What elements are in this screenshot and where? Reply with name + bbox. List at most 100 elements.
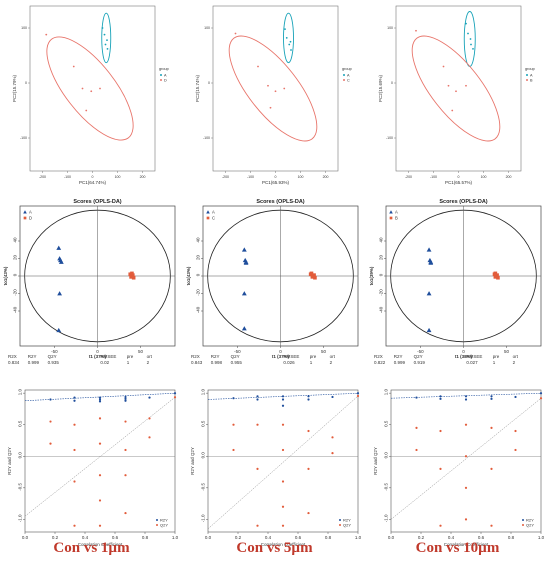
oplsda3-point-B (493, 271, 498, 276)
oplsda2-y-tick-label: 40 (196, 237, 201, 243)
perm3-point-Q2Y (415, 426, 418, 429)
pca3-point-B (442, 65, 445, 68)
oplsda3-x-tick-label: 0 (462, 349, 465, 354)
oplsda1-point-D (131, 275, 136, 280)
perm1-y-axis-label: R2Y and Q2Y (7, 447, 12, 475)
perm1-x-tick-label: 1.0 (172, 535, 179, 540)
oplsda3-x-tick-label: -50 (417, 349, 424, 354)
perm2-point-R2Y (281, 395, 285, 398)
oplsda2-title: Scores (OPLS-DA) (256, 199, 304, 205)
oplsda1-title: Scores (OPLS-DA) (73, 199, 121, 205)
perm2-legend-label-Q2Y: Q2Y (343, 522, 351, 527)
oplsda3-legend-label-A: A (395, 210, 398, 215)
perm1-point-R2Y (73, 399, 76, 402)
pca2-point-C (234, 32, 237, 35)
perm3-y-tick-label: 0.5 (384, 420, 389, 427)
pca1-x-axis-label: PC1(64.74%) (79, 180, 107, 185)
oplsda3-point-A (426, 327, 432, 333)
perm2-point-R2Y (331, 395, 334, 399)
perm3-point-Q2Y (439, 524, 442, 527)
perm2-legend-label-R2Y: R2Y (343, 517, 351, 522)
oplsda3-y-tick-label: -40 (379, 306, 384, 313)
oplsda2-x-tick-label: -50 (234, 349, 241, 354)
perm1-x-axis-label: Correlation Coefficient (78, 542, 123, 547)
pca3-legend-title: group (525, 67, 535, 71)
perm1-point-Q2Y (98, 442, 102, 445)
perm1-point-R2Y (124, 397, 127, 400)
oplsda3-stat-value-Q2Y: 0.919 (414, 360, 426, 365)
perm2-x-tick-label: 1.0 (355, 535, 362, 540)
oplsda2-y-tick-label: -40 (196, 306, 201, 313)
perm1-point-R2Y (124, 399, 127, 402)
perm3-legend-label-R2Y: R2Y (526, 517, 534, 522)
pca2-legend-title: group (342, 67, 352, 71)
perm2-point-Q2Y (281, 524, 285, 527)
perm2-point-Q2Y (281, 423, 285, 426)
perm2-point-R2Y (256, 398, 259, 401)
pca1-y-tick-label: -100 (20, 136, 27, 140)
pca1-legend-title: group (159, 67, 169, 71)
perm3-legend-label-Q2Y: Q2Y (526, 522, 534, 527)
perm3-x-tick-label: 0.0 (388, 535, 395, 540)
perm1-legend-label-R2Y: R2Y (160, 517, 168, 522)
perm3-point-Q2Y (439, 467, 442, 470)
pca3-y-tick-label: 0 (391, 81, 393, 85)
pca1-point-A (103, 33, 106, 36)
perm1-point-R2Y (98, 396, 102, 399)
perm3-point-Q2Y (514, 448, 517, 452)
pca1-legend-label-D: D (164, 78, 167, 82)
perm3-point-Q2Y (464, 455, 468, 458)
oplsda3-y-tick-label: 40 (379, 237, 384, 243)
perm1-point-Q2Y (98, 474, 102, 477)
perm1-point-Q2Y (124, 511, 127, 515)
pca2-plot-frame (212, 5, 339, 172)
perm2-point-R2Y (356, 392, 360, 395)
pca3-point-A (472, 48, 474, 50)
perm1-point-R2Y (148, 396, 151, 399)
oplsda1-legend-marker-D (23, 216, 27, 220)
oplsda3-stat-value-pre: 1 (493, 360, 496, 365)
oplsda2-stat-value-pre: 1 (310, 360, 313, 365)
pca1-point-A (106, 48, 109, 50)
perm1-point-Q2Y (73, 524, 76, 527)
pca3-x-tick-label: 100 (481, 175, 487, 179)
perm1-legend-label-Q2Y: Q2Y (160, 522, 168, 527)
perm3-point-R2Y (439, 395, 442, 398)
pca3-x-tick-label: -100 (430, 175, 437, 179)
perm3-point-Q2Y (464, 423, 468, 426)
oplsda2-y-axis-label: to1(43%) (186, 266, 191, 285)
pca2-x-tick-label: 0 (275, 175, 277, 179)
perm3-q2y-regression-line (390, 398, 542, 520)
pca1-point-D (81, 87, 84, 90)
oplsda3-stat-label-R2X: R2X (374, 354, 383, 359)
pca2-y-axis-label: PC2(15.74%) (195, 74, 200, 102)
oplsda2-stat-label-Q2Y: Q2Y (231, 354, 240, 359)
oplsda3-point-A (426, 247, 432, 252)
pca1-x-tick-label: -100 (64, 175, 71, 179)
pca2-y-tick-label: 0 (208, 81, 210, 85)
pca3-legend-label-B: B (530, 78, 533, 82)
perm1-point-Q2Y (173, 396, 177, 399)
perm1-plot-frame (24, 389, 176, 533)
perm2-plot-frame (207, 389, 359, 533)
perm3-y-tick-label: 1.0 (384, 389, 389, 396)
perm3-x-tick-label: 0.4 (448, 535, 455, 540)
perm1-point-Q2Y (148, 436, 151, 439)
perm2-y-tick-label: -0.5 (201, 482, 206, 490)
perm1-point-R2Y (73, 396, 76, 399)
perm2-point-R2Y (232, 397, 235, 400)
perm2-y-axis-label: R2Y and Q2Y (190, 447, 195, 475)
perm3-legend-marker-R2Y (522, 519, 524, 521)
pca3-y-tick-label: -100 (386, 136, 393, 140)
oplsda1-stat-label-Q2Y: Q2Y (48, 354, 57, 359)
oplsda1-stat-value-RMSEE: 0.02 (100, 360, 109, 365)
perm1-point-Q2Y (124, 420, 127, 423)
perm2-point-Q2Y (256, 467, 259, 470)
pca3-point-A (470, 43, 472, 46)
perm2-legend-marker-R2Y (339, 519, 341, 521)
perm1-point-Q2Y (73, 480, 76, 483)
perm2-point-Q2Y (307, 511, 310, 515)
oplsda2-legend-marker-A (206, 210, 210, 214)
pca2-point-C (267, 84, 269, 87)
